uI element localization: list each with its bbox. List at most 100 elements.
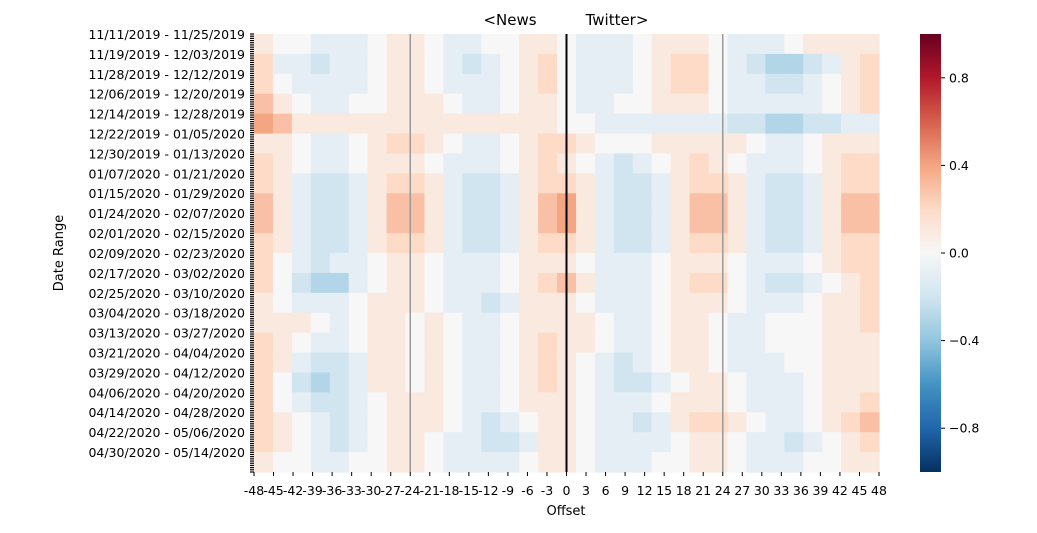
heatmap-cell <box>784 312 804 334</box>
heatmap-cell <box>405 233 426 254</box>
heatmap-cell <box>538 73 558 95</box>
heatmap-cell <box>462 34 482 55</box>
heatmap-cell <box>613 272 634 294</box>
heatmap-cell <box>765 292 785 314</box>
heatmap-cell <box>803 392 823 413</box>
heatmap-cell <box>538 253 558 274</box>
x-tick-label: -12 <box>478 483 498 498</box>
heatmap-cell <box>538 452 558 473</box>
heatmap-cell <box>803 292 823 314</box>
heatmap-cell <box>272 153 293 174</box>
heatmap-cell <box>405 272 426 294</box>
heatmap-cell <box>746 352 766 374</box>
heatmap-cell <box>329 312 350 334</box>
heatmap-cell <box>613 432 634 453</box>
heatmap-cell <box>670 352 691 374</box>
heatmap-cell <box>689 93 710 115</box>
heatmap-cell <box>727 173 748 194</box>
heatmap-cell <box>784 173 804 194</box>
heatmap-cell <box>519 233 539 254</box>
x-tick-label: -33 <box>341 483 361 498</box>
heatmap-cell <box>405 332 426 354</box>
heatmap-cell <box>254 392 274 413</box>
heatmap-cell <box>822 253 842 274</box>
heatmap-cell <box>310 292 331 314</box>
heatmap-cell <box>613 133 634 155</box>
heatmap-cell <box>519 332 539 354</box>
heatmap-cell <box>727 372 748 393</box>
heatmap-cell <box>500 452 520 473</box>
heatmap-cell <box>708 352 729 374</box>
heatmap-cell <box>462 233 482 254</box>
heatmap-cell <box>386 73 407 95</box>
heatmap-cell <box>613 153 634 174</box>
y-tick-label: 04/06/2020 - 04/20/2020 <box>88 385 245 400</box>
x-tick-label: 18 <box>676 483 692 498</box>
heatmap-cell <box>575 153 596 174</box>
heatmap-cell <box>822 233 842 254</box>
heatmap-cell <box>632 133 653 155</box>
heatmap-cell <box>310 332 331 354</box>
heatmap-cell <box>348 133 369 155</box>
heatmap-cell <box>254 93 274 115</box>
heatmap-cell <box>746 432 766 453</box>
heatmap-cell <box>727 272 748 294</box>
x-tick-label: -48 <box>244 483 264 498</box>
heatmap-cell <box>651 292 672 314</box>
heatmap-cell <box>575 93 596 115</box>
heatmap-cell <box>310 412 331 433</box>
heatmap-cell <box>348 432 369 453</box>
heatmap-cell <box>519 193 539 214</box>
heatmap-cell <box>424 53 444 75</box>
heatmap-cell <box>538 113 558 135</box>
heatmap-cell <box>613 34 634 55</box>
colorbar-tick-label: −0.4 <box>949 333 979 348</box>
heatmap-cell <box>538 272 558 294</box>
x-tick-label: -3 <box>541 483 553 498</box>
heatmap-cell <box>405 73 426 95</box>
heatmap-cell <box>348 412 369 433</box>
heatmap-cell <box>689 412 710 433</box>
heatmap-cell <box>708 253 729 274</box>
heatmap-cell <box>860 93 880 115</box>
heatmap-cell <box>519 372 539 393</box>
heatmap-cell <box>424 233 444 254</box>
heatmap-cell <box>784 412 804 433</box>
heatmap-cell <box>310 272 331 294</box>
heatmap-cell <box>386 292 407 314</box>
heatmap-cell <box>575 253 596 274</box>
heatmap-cell <box>651 34 672 55</box>
heatmap-cell <box>727 73 748 95</box>
heatmap-cell <box>613 392 634 413</box>
heatmap-cell <box>632 213 653 234</box>
heatmap-cell <box>348 153 369 174</box>
heatmap-cell <box>500 233 520 254</box>
heatmap-cell <box>860 332 880 354</box>
heatmap-cell <box>841 113 861 135</box>
heatmap-cell <box>310 372 331 393</box>
heatmap-cell <box>632 412 653 433</box>
heatmap-cell <box>329 213 350 234</box>
heatmap-cell <box>632 452 653 473</box>
heatmap-cell <box>405 452 426 473</box>
heatmap-cell <box>670 193 691 214</box>
heatmap-cell <box>519 73 539 95</box>
heatmap-cell <box>538 352 558 374</box>
heatmap-cell <box>651 332 672 354</box>
heatmap-cell <box>254 153 274 174</box>
heatmap-cell <box>727 34 748 55</box>
heatmap-cell <box>443 34 463 55</box>
heatmap-cell <box>841 173 861 194</box>
heatmap-cell <box>651 113 672 135</box>
heatmap-cell <box>670 372 691 393</box>
heatmap-cell <box>500 73 520 95</box>
heatmap-cell <box>443 312 463 334</box>
heatmap-cell <box>500 332 520 354</box>
heatmap-cell <box>424 452 444 473</box>
heatmap-cell <box>329 73 350 95</box>
heatmap-cell <box>613 292 634 314</box>
heatmap-cell <box>708 372 729 393</box>
x-tick-label: -45 <box>263 483 283 498</box>
heatmap-cell <box>329 352 350 374</box>
